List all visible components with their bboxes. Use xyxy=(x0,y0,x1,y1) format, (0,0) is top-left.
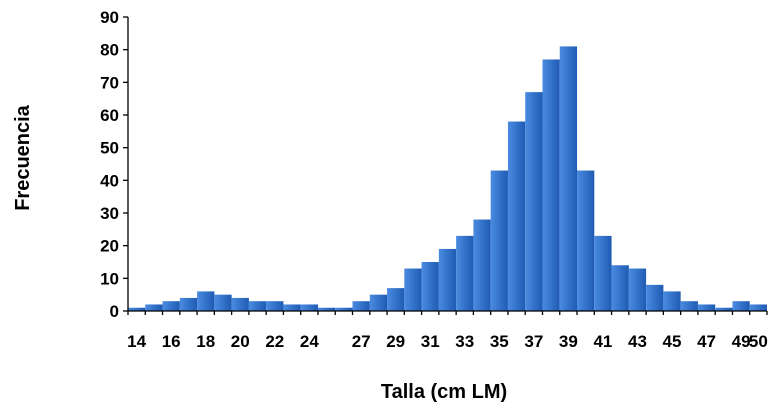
x-tick-label: 50 xyxy=(749,332,768,351)
x-tick-label: 27 xyxy=(352,332,371,351)
bar-46 xyxy=(680,301,698,311)
bar-40 xyxy=(577,170,595,311)
y-tick-label: 40 xyxy=(100,171,119,190)
bar-41 xyxy=(594,235,612,311)
y-tick-label: 60 xyxy=(100,106,119,125)
bar-22 xyxy=(266,301,284,311)
bar-48 xyxy=(715,307,733,311)
bar-37 xyxy=(525,92,543,311)
x-tick-label: 41 xyxy=(593,332,612,351)
bar-24 xyxy=(300,304,318,311)
bar-14 xyxy=(128,307,146,311)
bar-35 xyxy=(490,170,508,311)
x-tick-label: 37 xyxy=(524,332,543,351)
bar-43 xyxy=(628,268,647,311)
bar-31 xyxy=(421,262,439,311)
bar-42 xyxy=(611,265,629,311)
y-tick-label: 90 xyxy=(100,8,119,27)
x-tick-label: 45 xyxy=(663,332,682,351)
x-tick-label: 22 xyxy=(265,332,284,351)
x-axis-title: Talla (cm LM) xyxy=(381,381,507,403)
y-axis-ticks: 0 10 20 30 40 50 60 70 80 90 xyxy=(100,8,128,321)
bar-26 xyxy=(335,307,353,311)
y-tick-label: 20 xyxy=(100,237,119,256)
bar-15 xyxy=(145,304,163,311)
y-tick-label: 0 xyxy=(110,302,119,321)
bars-group xyxy=(128,46,767,312)
x-tick-label: 35 xyxy=(490,332,509,351)
x-tick-label: 33 xyxy=(455,332,474,351)
bar-45 xyxy=(663,291,681,311)
x-tick-label: 18 xyxy=(196,332,215,351)
bar-21 xyxy=(248,301,267,311)
bar-29 xyxy=(387,288,405,311)
y-tick-label: 50 xyxy=(100,139,119,158)
bar-16 xyxy=(162,301,180,311)
bar-27 xyxy=(352,301,370,311)
x-tick-label: 47 xyxy=(697,332,716,351)
bar-20 xyxy=(231,297,249,311)
y-tick-label: 80 xyxy=(100,41,119,60)
bar-17 xyxy=(179,297,198,311)
x-tick-label: 43 xyxy=(628,332,647,351)
x-tick-label: 14 xyxy=(127,332,146,351)
x-tick-label: 16 xyxy=(162,332,181,351)
x-tick-label: 24 xyxy=(300,332,319,351)
bar-38 xyxy=(542,59,560,311)
bar-47 xyxy=(697,304,716,311)
x-tick-label: 39 xyxy=(559,332,578,351)
bar-18 xyxy=(197,291,215,311)
bar-49 xyxy=(732,301,750,311)
y-tick-label: 10 xyxy=(100,269,119,288)
bar-23 xyxy=(283,304,301,311)
bar-19 xyxy=(214,294,232,311)
bar-34 xyxy=(473,219,491,311)
y-axis-title: Frecuencia xyxy=(12,104,34,210)
bar-28 xyxy=(369,294,388,311)
bar-39 xyxy=(559,46,578,312)
bar-36 xyxy=(507,121,526,312)
bar-30 xyxy=(404,268,422,311)
bar-44 xyxy=(646,284,664,311)
y-tick-label: 30 xyxy=(100,204,119,223)
x-tick-label: 29 xyxy=(386,332,405,351)
x-tick-label: 49 xyxy=(732,332,751,351)
bar-50 xyxy=(749,304,767,311)
x-tick-label: 31 xyxy=(421,332,440,351)
bar-33 xyxy=(456,235,474,311)
bar-25 xyxy=(317,307,336,311)
bar-32 xyxy=(438,248,457,311)
x-tick-label: 20 xyxy=(231,332,250,351)
y-tick-label: 70 xyxy=(100,73,119,92)
